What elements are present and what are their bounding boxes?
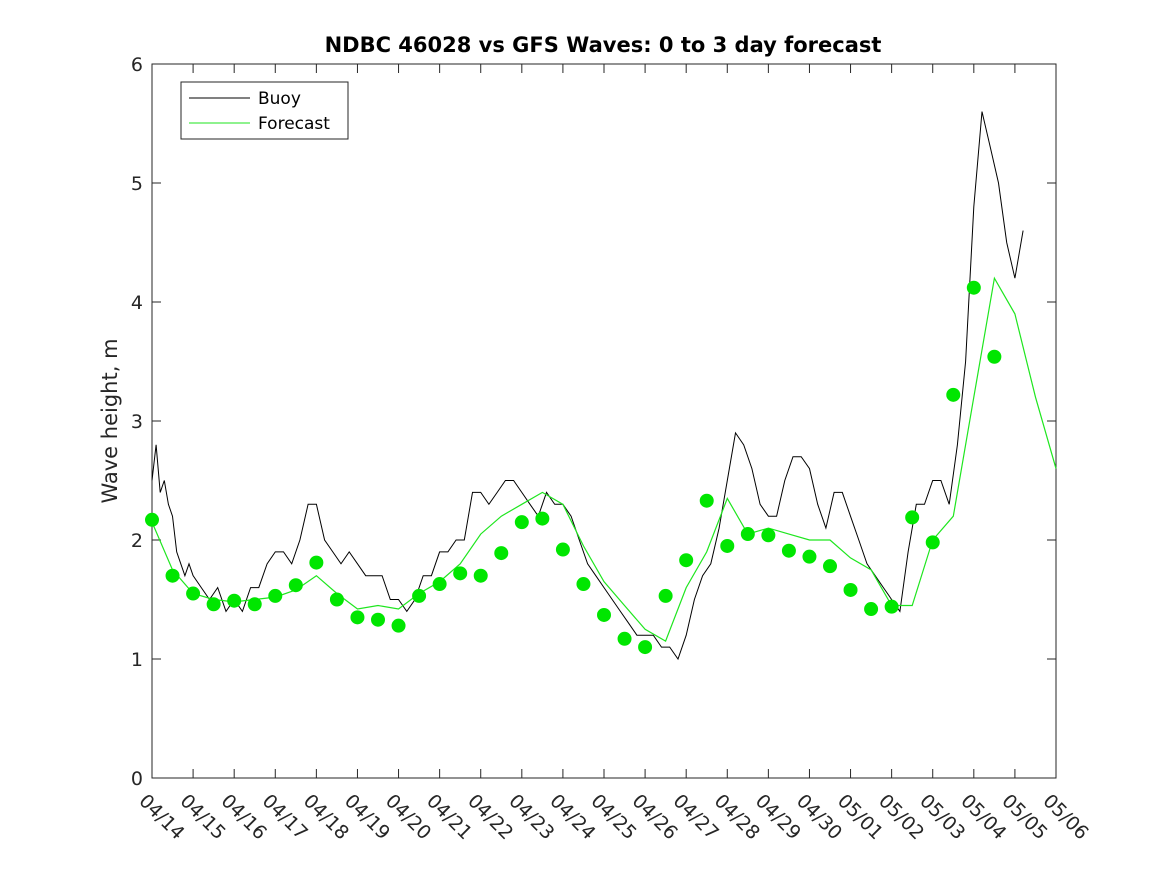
x-tick-label: 04/24 [545, 790, 599, 844]
y-tick-label: 2 [131, 530, 143, 552]
y-tick-label: 0 [131, 768, 143, 790]
x-tick-label: 04/17 [258, 790, 312, 844]
y-tick-label: 5 [131, 173, 143, 195]
forecast-marker [186, 586, 201, 601]
forecast-marker [597, 607, 611, 622]
forecast-marker [514, 515, 529, 530]
forecast-marker [535, 511, 550, 526]
legend: Buoy Forecast [180, 81, 349, 140]
x-tick-label: 04/15 [176, 790, 230, 844]
forecast-marker [617, 631, 632, 646]
x-tick-label: 05/03 [915, 790, 969, 844]
x-tick-label: 04/16 [217, 790, 271, 844]
y-tick-label: 6 [131, 54, 143, 76]
x-tick-label: 04/19 [340, 790, 394, 844]
x-tick-label: 04/20 [381, 790, 435, 844]
forecast-marker [288, 578, 303, 593]
legend-box [180, 81, 349, 140]
axes-box [151, 63, 1057, 779]
forecast-marker [227, 593, 242, 608]
forecast-marker [987, 349, 1002, 364]
x-tick-label: 04/21 [422, 790, 476, 844]
x-tick-label: 05/02 [874, 790, 928, 844]
y-tick-label: 3 [131, 411, 143, 433]
forecast-marker [679, 553, 694, 568]
x-tick-label: 05/01 [833, 790, 887, 844]
forecast-marker [576, 577, 591, 592]
forecast-marker [247, 597, 262, 612]
forecast-marker [699, 493, 714, 508]
forecast-marker [329, 592, 344, 607]
x-tick-label: 04/14 [134, 790, 188, 844]
forecast-marker [781, 543, 796, 558]
forecast-marker [658, 588, 673, 603]
y-tick-label: 4 [131, 292, 143, 314]
forecast-marker [555, 542, 570, 557]
forecast-marker [350, 610, 365, 625]
forecast-marker [843, 582, 858, 597]
x-tick-label: 04/29 [751, 790, 805, 844]
forecast-marker [165, 568, 180, 583]
forecast-marker [761, 528, 776, 543]
forecast-marker [145, 512, 159, 527]
plot-area: 012345604/1404/1504/1604/1704/1804/1904/… [131, 54, 1093, 844]
forecast-marker [473, 568, 488, 583]
x-tick-label: 04/27 [669, 790, 723, 844]
x-tick-label: 05/05 [997, 790, 1051, 844]
forecast-marker [309, 555, 324, 570]
x-tick-label: 04/26 [628, 790, 682, 844]
x-tick-label: 05/06 [1038, 790, 1092, 844]
forecast-marker [802, 549, 817, 564]
forecast-marker [884, 599, 899, 614]
series-buoy-line [151, 111, 1024, 661]
forecast-marker [268, 588, 283, 603]
forecast-marker [494, 546, 509, 561]
forecast-marker [371, 612, 385, 627]
forecast-marker [905, 510, 920, 525]
forecast-marker [412, 588, 427, 603]
forecast-marker [966, 280, 981, 295]
x-tick-label: 04/28 [710, 790, 764, 844]
series-forecast-line [151, 276, 1057, 642]
y-tick-label: 1 [131, 649, 143, 671]
legend-buoy-label: Buoy [258, 89, 301, 109]
forecast-marker [925, 535, 940, 550]
forecast-marker [391, 618, 406, 633]
forecast-marker [206, 597, 221, 612]
forecast-marker [720, 538, 735, 553]
x-tick-label: 04/23 [504, 790, 558, 844]
x-tick-label: 04/22 [463, 790, 517, 844]
forecast-marker [946, 387, 961, 402]
x-tick-label: 04/25 [586, 790, 640, 844]
forecast-marker [740, 527, 755, 542]
forecast-marker [432, 577, 447, 592]
legend-forecast-label: Forecast [258, 114, 330, 134]
chart-title: NDBC 46028 vs GFS Waves: 0 to 3 day fore… [325, 33, 882, 57]
x-tick-label: 05/04 [956, 790, 1010, 844]
forecast-marker [864, 602, 879, 617]
forecast-marker [638, 640, 653, 655]
x-tick-label: 04/18 [299, 790, 353, 844]
x-tick-label: 04/30 [792, 790, 846, 844]
forecast-marker [453, 566, 468, 581]
forecast-marker [823, 559, 837, 574]
y-axis-label: Wave height, m [98, 338, 122, 503]
